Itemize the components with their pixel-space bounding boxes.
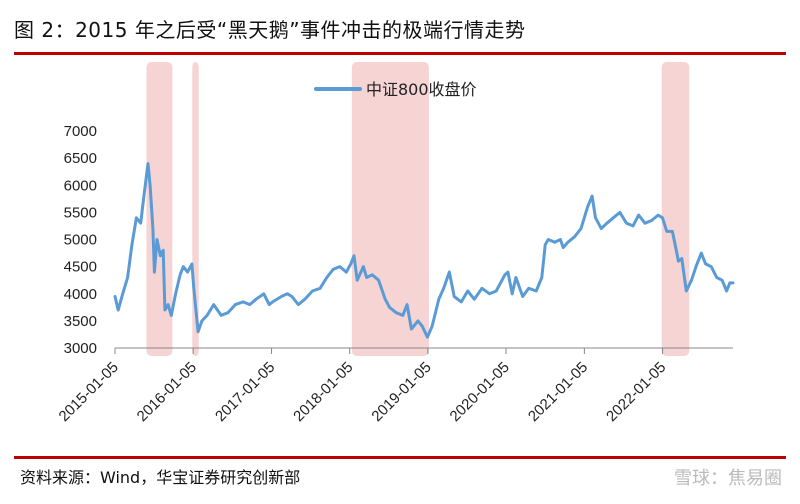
legend-label: 中证800收盘价: [366, 80, 477, 99]
source-note: 资料来源：Wind，华宝证券研究创新部: [20, 468, 301, 487]
y-tick-label: 4000: [64, 286, 97, 303]
y-tick-label: 5500: [64, 204, 97, 221]
y-tick-label: 7000: [64, 123, 97, 140]
watermark: 雪球：焦易圈: [674, 468, 782, 489]
x-tick-label: 2019-01-05: [368, 359, 434, 425]
x-tick-label: 2018-01-05: [290, 359, 356, 425]
title-divider: [14, 52, 786, 55]
figure-title: 图 2：2015 年之后受“黑天鹅”事件冲击的极端行情走势: [14, 18, 526, 42]
y-tick-label: 5000: [64, 232, 97, 249]
series-line-1: [113, 162, 735, 339]
y-tick-label: 4500: [64, 259, 97, 276]
highlight-layer: [146, 62, 690, 356]
x-tick-label: 2022-01-05: [603, 359, 669, 425]
y-tick-label: 3000: [64, 340, 97, 357]
highlight-period-1: [146, 62, 173, 356]
x-tick-label: 2017-01-05: [212, 359, 278, 425]
x-tick-label: 2021-01-05: [525, 359, 591, 425]
highlight-period-4: [661, 62, 690, 356]
highlight-period-3: [351, 62, 429, 356]
y-tick-label: 3500: [64, 313, 97, 330]
legend: 中证800收盘价: [314, 80, 477, 99]
footer-divider: [14, 456, 786, 459]
x-tick-label: 2015-01-05: [56, 359, 122, 425]
x-tick-label: 2020-01-05: [447, 359, 513, 425]
y-tick-label: 6000: [64, 177, 97, 194]
x-tick-label: 2016-01-05: [134, 359, 200, 425]
y-tick-label: 6500: [64, 150, 97, 167]
line-layer: [113, 162, 735, 339]
